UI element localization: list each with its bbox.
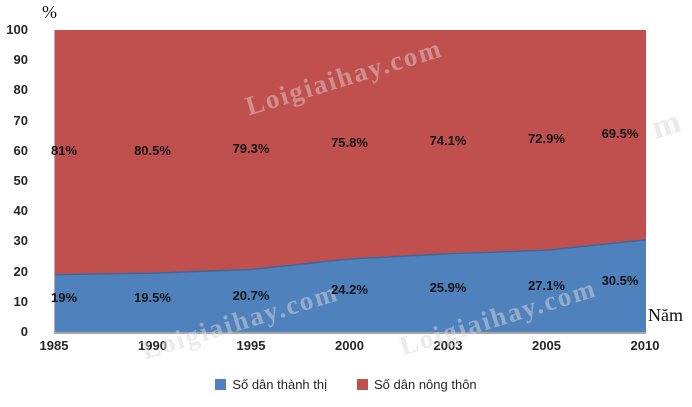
plot-area [54,30,646,334]
y-tick-label: 50 [13,173,28,188]
y-tick-label: 90 [13,52,28,68]
x-tick-label: 1985 [39,338,69,353]
x-tick-label: 2003 [433,338,463,353]
y-tick-label: 30 [13,233,28,249]
x-tick-label: 2005 [532,338,561,353]
y-tick-label: 10 [13,293,28,309]
y-tick-label: 40 [13,203,28,219]
y-tick-label: 100 [6,22,28,37]
urban-legend-swatch [215,379,227,390]
legend: Số dân thành thị Số dân nông thôn [0,377,692,392]
y-tick-label: 80 [13,82,28,98]
y-tick-label: 0 [20,324,28,339]
x-tick-label: 1995 [236,338,266,353]
y-axis-unit-label: % [42,2,57,22]
y-tick-label: 20 [13,263,28,279]
urban-area [55,239,646,332]
urban-legend-label: Số dân thành thị [232,377,328,392]
legend-item-urban: Số dân thành thị [215,377,327,392]
y-tick-label: 70 [13,112,28,128]
x-tick-label: 2010 [630,338,660,353]
x-tick-label: 2000 [335,338,364,353]
watermark-text-partial: m [647,102,687,147]
x-axis-unit-label: Năm [648,305,683,325]
x-tick-label: 1990 [138,338,167,353]
legend-item-rural: Số dân nông thôn [357,377,477,392]
rural-legend-swatch [357,379,369,390]
y-tick-label: 60 [13,142,28,158]
stacked-area-chart [55,30,646,332]
rural-legend-label: Số dân nông thôn [374,377,477,392]
urban-boundary-line [55,239,646,276]
